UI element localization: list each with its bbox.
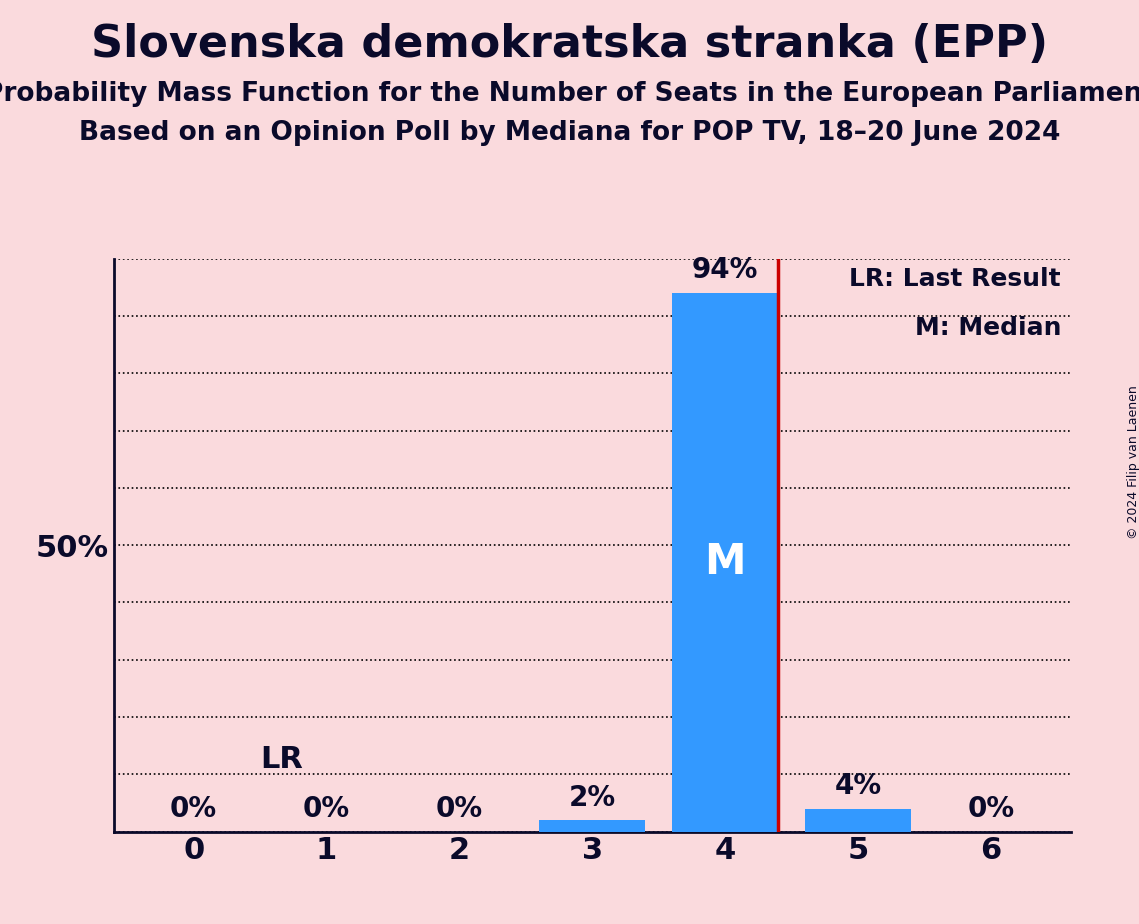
Text: 0%: 0% <box>303 795 350 823</box>
Text: 4%: 4% <box>835 772 882 800</box>
Text: Probability Mass Function for the Number of Seats in the European Parliament: Probability Mass Function for the Number… <box>0 81 1139 107</box>
Text: 0%: 0% <box>436 795 483 823</box>
Text: M: Median: M: Median <box>915 316 1062 340</box>
Text: 2%: 2% <box>568 784 616 811</box>
Bar <box>539 821 646 832</box>
Text: 94%: 94% <box>693 257 759 285</box>
Text: Based on an Opinion Poll by Mediana for POP TV, 18–20 June 2024: Based on an Opinion Poll by Mediana for … <box>79 120 1060 146</box>
Text: LR: LR <box>260 746 303 774</box>
Text: M: M <box>704 541 746 583</box>
Text: Slovenska demokratska stranka (EPP): Slovenska demokratska stranka (EPP) <box>91 23 1048 67</box>
Text: 0%: 0% <box>170 795 218 823</box>
Text: 0%: 0% <box>967 795 1015 823</box>
Text: LR: Last Result: LR: Last Result <box>850 267 1062 291</box>
Bar <box>805 808 911 832</box>
Bar <box>672 293 778 832</box>
Text: © 2024 Filip van Laenen: © 2024 Filip van Laenen <box>1126 385 1139 539</box>
